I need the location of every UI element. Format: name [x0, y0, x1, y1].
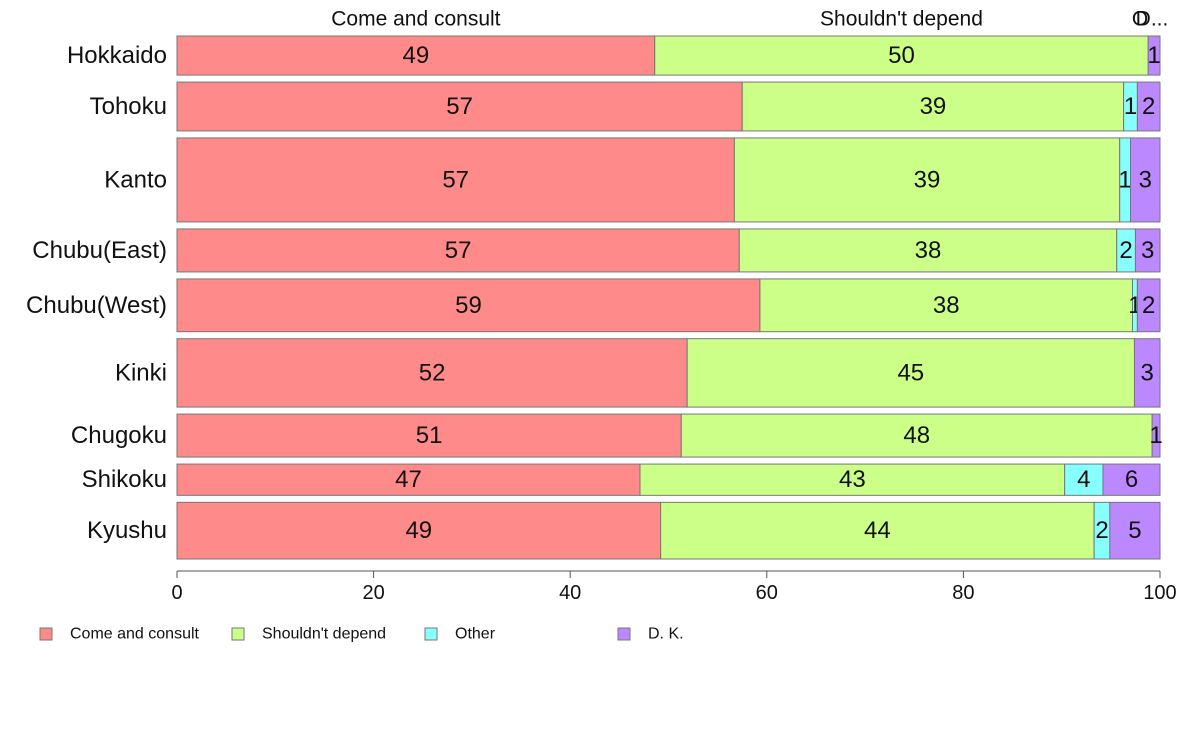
- category-label: Chubu(East): [32, 237, 167, 264]
- legend-swatch: [39, 627, 53, 641]
- category-label: Kanto: [104, 166, 167, 193]
- data-label: 38: [933, 292, 960, 319]
- category-label: Kinki: [115, 359, 167, 386]
- category-label: Tohoku: [90, 93, 167, 120]
- data-label: 39: [920, 93, 947, 120]
- data-label: 2: [1142, 93, 1155, 120]
- bar-segment: [176, 463, 641, 496]
- data-label: 3: [1139, 166, 1152, 193]
- data-label: 1: [1149, 422, 1162, 449]
- legend-label: D. K.: [648, 626, 684, 643]
- x-tick-label: 100: [1143, 582, 1176, 604]
- bar-segment: [1136, 278, 1161, 333]
- bar-segment: [1147, 35, 1161, 76]
- bar-segment: [1064, 463, 1104, 496]
- data-label: 47: [395, 466, 422, 493]
- data-label: 57: [446, 93, 473, 120]
- bar-segment: [1151, 413, 1161, 458]
- bar-segment: [1102, 463, 1161, 496]
- bar-segment: [176, 137, 735, 223]
- data-label: 2: [1119, 237, 1132, 264]
- data-label: 2: [1095, 517, 1108, 544]
- bar-segment: [176, 81, 743, 132]
- x-tick-label: 40: [559, 582, 581, 604]
- data-label: 50: [888, 42, 915, 69]
- x-tick-label: 60: [756, 582, 778, 604]
- top-series-label: Shouldn't depend: [820, 8, 983, 31]
- data-label: 45: [897, 359, 924, 386]
- x-tick-label: 80: [952, 582, 974, 604]
- bar-segment: [1130, 137, 1161, 223]
- bar-segment: [738, 228, 1118, 273]
- data-label: 57: [445, 237, 472, 264]
- bar-segment: [639, 463, 1066, 496]
- data-label: 3: [1141, 237, 1154, 264]
- bar-segment: [660, 501, 1095, 560]
- data-label: 48: [903, 422, 930, 449]
- bar-segment: [176, 278, 761, 333]
- data-label: 49: [405, 517, 432, 544]
- data-label: 52: [419, 359, 446, 386]
- data-label: 5: [1128, 517, 1141, 544]
- bar-segment: [733, 137, 1121, 223]
- bar-segment: [176, 338, 688, 408]
- category-label: Hokkaido: [67, 42, 167, 69]
- legend-swatch: [424, 627, 438, 641]
- bar-segment: [686, 338, 1135, 408]
- x-axis: 0 20 40 60 80 100: [171, 570, 1177, 604]
- data-label: 49: [403, 42, 430, 69]
- legend: Come and consult Shouldn't depend Other D. …: [39, 626, 684, 643]
- data-label: 44: [864, 517, 891, 544]
- legend-label: Other: [455, 626, 496, 643]
- top-series-label: O: [1132, 8, 1148, 31]
- x-tick-label: 0: [171, 582, 182, 604]
- x-tick-label: 20: [362, 582, 384, 604]
- bar-segment: [741, 81, 1125, 132]
- category-labels: Hokkaido Tohoku Kanto Chubu(East) Chubu(West…: [26, 42, 167, 544]
- data-label: 51: [416, 422, 443, 449]
- bar-stacks: 49 50 157 39 1 257 39 1 357 38 2 359 38 1 252 45 351 48 14…: [176, 35, 1163, 560]
- category-label: Kyushu: [87, 517, 167, 544]
- data-label: 1: [1124, 93, 1137, 120]
- bar-segment: [1133, 338, 1161, 408]
- data-label: 2: [1142, 292, 1155, 319]
- data-label: 59: [455, 292, 482, 319]
- legend-label: Shouldn't depend: [262, 626, 386, 643]
- data-label: 6: [1125, 466, 1138, 493]
- legend-swatch: [231, 627, 245, 641]
- data-label: 1: [1118, 166, 1131, 193]
- legend-label: Come and consult: [70, 626, 200, 643]
- bar-segment: [759, 278, 1133, 333]
- bar-segment: [680, 413, 1153, 458]
- data-label: 39: [914, 166, 941, 193]
- bar-segment: [1109, 501, 1161, 560]
- category-label: Chugoku: [71, 422, 167, 449]
- data-label: 4: [1077, 466, 1090, 493]
- bar-segment: [1134, 228, 1161, 273]
- data-label: 38: [915, 237, 942, 264]
- bar-segment: [176, 413, 682, 458]
- top-series-label: Come and consult: [331, 8, 500, 31]
- top-series-labels: Come and consult Shouldn't depend OD...: [331, 8, 1168, 31]
- legend-swatch: [617, 627, 631, 641]
- top-series-label: D...: [1136, 8, 1169, 31]
- bar-segment: [654, 35, 1149, 76]
- category-label: Chubu(West): [26, 292, 167, 319]
- bar-segment: [1136, 81, 1161, 132]
- data-label: 43: [839, 466, 866, 493]
- data-label: 1: [1147, 42, 1160, 69]
- data-label: 3: [1141, 359, 1154, 386]
- category-label: Shikoku: [82, 466, 167, 493]
- bar-segment: [176, 501, 662, 560]
- data-label: 57: [442, 166, 469, 193]
